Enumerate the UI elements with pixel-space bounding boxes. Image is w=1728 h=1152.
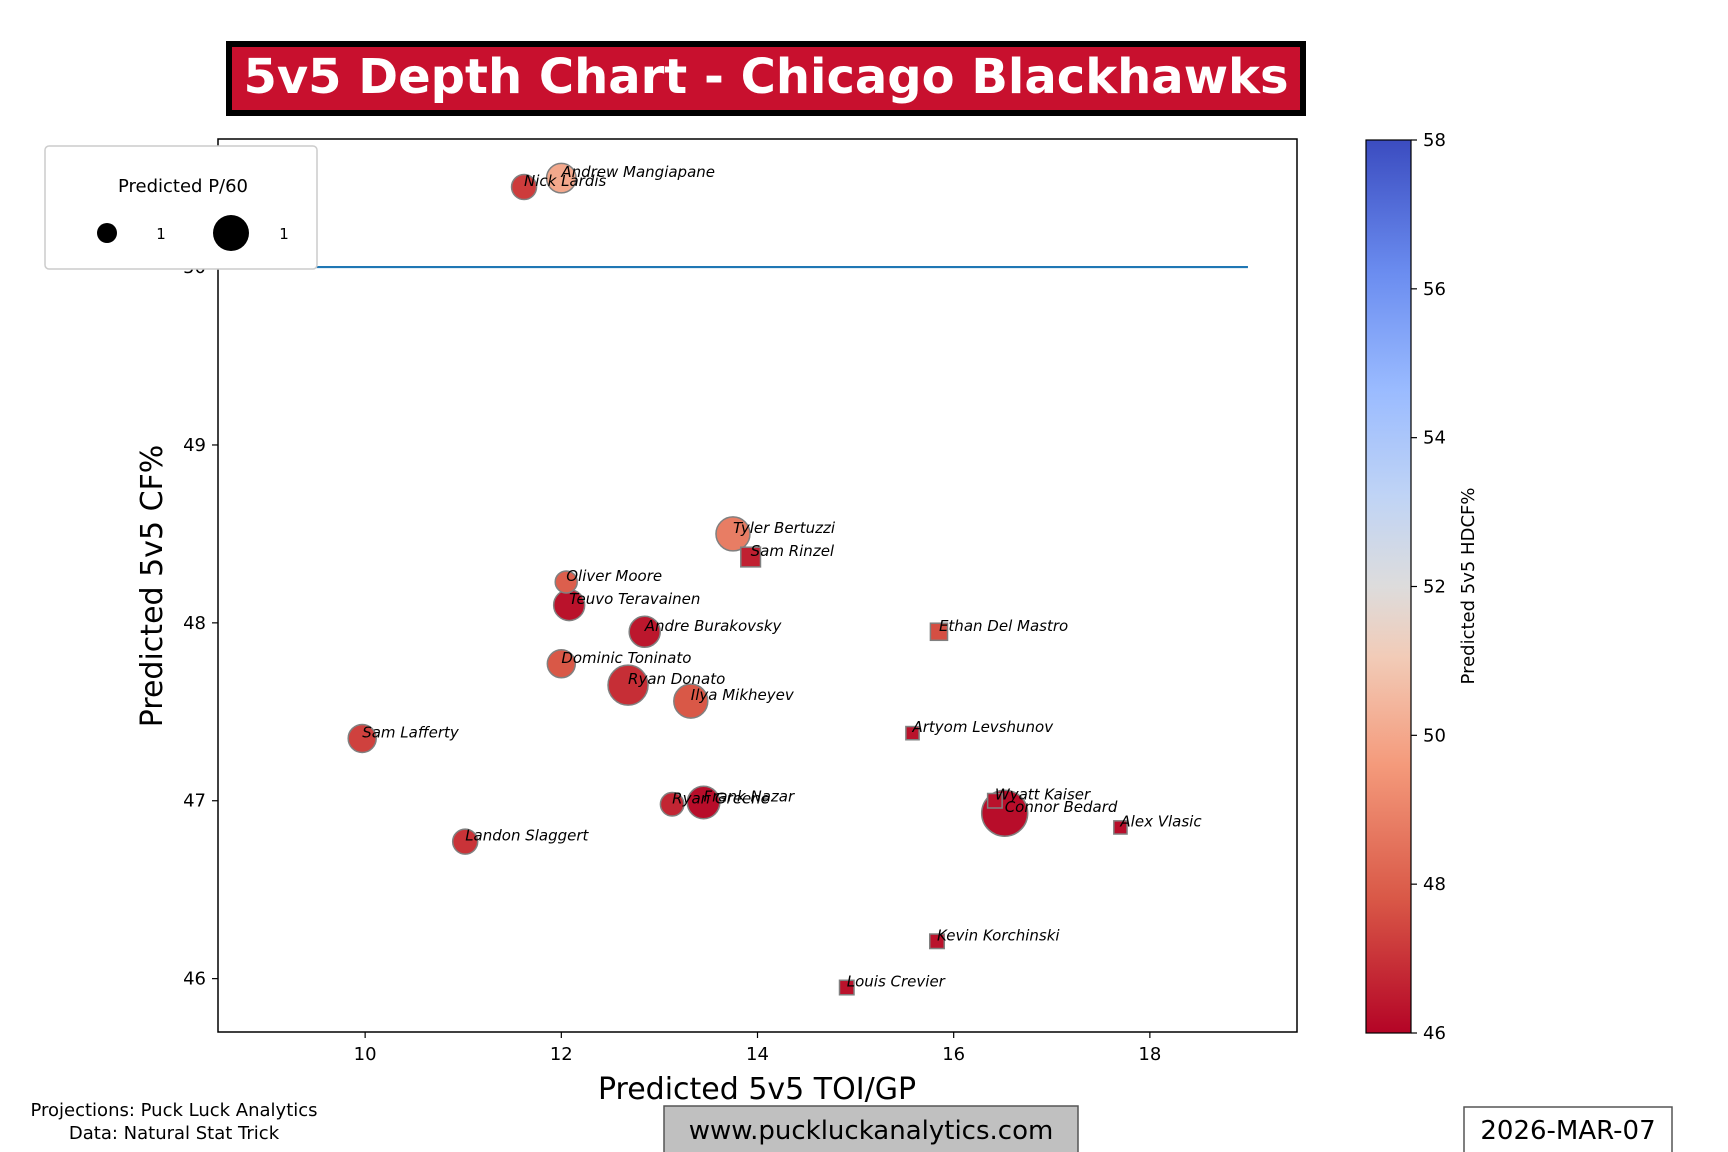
player-label: Tyler Bertuzzi	[733, 519, 836, 537]
colorbar-tick-label: 56	[1423, 279, 1446, 300]
player-label: Nick Lardis	[524, 172, 606, 190]
legend-box	[44, 145, 318, 270]
player-label: Connor Bedard	[1005, 798, 1118, 816]
player-label: Teuvo Teravainen	[569, 590, 700, 608]
y-tick-label: 46	[183, 969, 206, 990]
player-marker-defense	[1113, 820, 1128, 835]
chart-title: 5v5 Depth Chart - Chicago Blackhawks	[243, 49, 1288, 105]
player-label: Frank Nazar	[704, 788, 795, 806]
player-marker-forward	[546, 649, 577, 679]
legend-title: Predicted P/60	[118, 176, 248, 197]
source-line-2: Data: Natural Stat Trick	[69, 1123, 280, 1144]
player-label: Alex Vlasic	[1119, 812, 1202, 830]
colorbar-tick-label: 52	[1423, 577, 1446, 598]
x-tick-label: 10	[354, 1044, 377, 1065]
website-box	[663, 1105, 1079, 1152]
colorbar-tick-label: 50	[1423, 725, 1446, 746]
title-banner: 5v5 Depth Chart - Chicago Blackhawks	[226, 41, 1306, 116]
x-tick-label: 16	[942, 1044, 965, 1065]
plot-area	[217, 138, 1298, 1033]
title-background	[226, 41, 1306, 116]
player-label: Oliver Moore	[566, 567, 662, 585]
player-marker-forward	[545, 162, 577, 194]
player-label: Landon Slaggert	[465, 827, 589, 845]
x-axis-title: Predicted 5v5 TOI/GP	[598, 1072, 916, 1107]
player-label: Sam Rinzel	[751, 542, 835, 560]
player-marker-forward	[686, 785, 721, 820]
player-marker-forward	[347, 723, 377, 754]
legend-marker-small	[97, 223, 117, 243]
website-text: www.puckluckanalytics.com	[689, 1116, 1054, 1146]
date-box	[1463, 1106, 1673, 1152]
player-marker-forward	[715, 516, 751, 552]
size-legend: Predicted P/60 1 1	[44, 145, 318, 270]
x-tick-label: 12	[550, 1044, 573, 1065]
y-tick-label: 49	[183, 435, 206, 456]
player-marker-defense	[929, 933, 946, 950]
colorbar-gradient	[1365, 139, 1412, 1034]
player-label: Andre Burakovsky	[644, 617, 783, 635]
player-label: Dominic Toninato	[561, 649, 691, 667]
legend-label-large: 1	[279, 225, 289, 243]
player-label: Artyom Levshunov	[911, 718, 1054, 736]
player-marker-forward	[554, 570, 578, 594]
player-label: Ilya Mikheyev	[691, 686, 795, 704]
colorbar: 46 48 50 52 54 56 58 Predicted 5v5 HDCF%	[1365, 130, 1479, 1044]
date-text: 2026-MAR-07	[1480, 1116, 1655, 1146]
y-tick-label: 47	[183, 791, 206, 812]
player-marker-defense	[838, 979, 855, 996]
source-line-1: Projections: Puck Luck Analytics	[30, 1100, 317, 1121]
player-label: Sam Lafferty	[362, 723, 460, 741]
footer: Projections: Puck Luck Analytics Data: N…	[30, 1100, 1673, 1152]
player-marker-defense	[905, 725, 920, 741]
colorbar-tick-label: 46	[1423, 1023, 1446, 1044]
player-label: Ethan Del Mastro	[939, 617, 1068, 635]
x-tick-label: 14	[746, 1044, 769, 1065]
player-label: Ryan Donato	[628, 670, 725, 688]
player-marker-forward	[659, 791, 685, 817]
colorbar-tick-label: 58	[1423, 130, 1446, 151]
player-marker-forward	[628, 615, 661, 649]
player-marker-defense	[929, 622, 949, 642]
player-label: Wyatt Kaiser	[995, 786, 1091, 804]
player-marker-forward	[451, 828, 479, 855]
colorbar-tick-label: 54	[1423, 428, 1446, 449]
y-tick-label: 48	[183, 613, 206, 634]
legend-marker-large	[213, 215, 249, 251]
legend-label-small: 1	[156, 225, 166, 243]
player-marker-defense	[740, 546, 762, 568]
player-marker-defense	[986, 792, 1003, 809]
player-label: Kevin Korchinski	[937, 926, 1060, 944]
player-marker-forward	[673, 683, 709, 719]
player-label: Andrew Mangiapane	[560, 163, 715, 181]
player-label: Louis Crevier	[847, 973, 946, 991]
x-tick-label: 18	[1138, 1044, 1161, 1065]
player-marker-forward	[510, 173, 538, 201]
player-marker-forward	[607, 664, 649, 706]
colorbar-tick-label: 48	[1423, 874, 1446, 895]
y-axis-title: Predicted 5v5 CF%	[135, 445, 170, 728]
colorbar-label: Predicted 5v5 HDCF%	[1458, 488, 1479, 685]
player-label: Ryan Greene	[672, 789, 770, 807]
